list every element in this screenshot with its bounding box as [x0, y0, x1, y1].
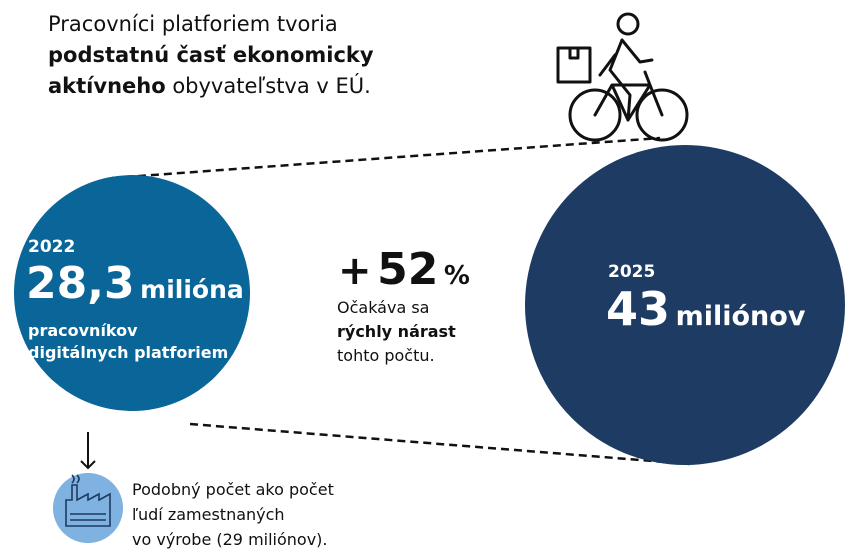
bike-icon [556, 12, 689, 142]
growth-number: 52 [377, 244, 439, 295]
factory-icon [65, 474, 111, 527]
growth-line: tohto počtu. [337, 346, 435, 365]
plus: + [338, 248, 372, 294]
unit: miliónov [675, 301, 806, 332]
note-line: Podobný počet ako počet [132, 480, 334, 499]
unit: milióna [140, 275, 244, 304]
year-2022: 2022 [28, 237, 76, 257]
arrow-head [80, 460, 96, 470]
headline-line: aktívneho obyvateľstva v EÚ. [48, 71, 374, 102]
headline-text: obyvateľstva v EÚ. [172, 74, 371, 98]
circle-2022 [14, 175, 250, 411]
percent: % [443, 261, 470, 291]
growth-text: Očakáva sa rýchly nárast tohto počtu. [337, 296, 456, 368]
value-2025: 43 miliónov [606, 282, 805, 336]
headline-line: podstatnú časť ekonomicky [48, 40, 374, 71]
growth: + 52 % [338, 244, 470, 295]
note: Podobný počet ako počet ľudí zamestnanýc… [132, 477, 334, 552]
caption-2022: pracovníkov digitálnych platforiem [28, 320, 228, 364]
number: 43 [606, 282, 671, 336]
dashed-line [111, 136, 661, 180]
number: 28,3 [26, 258, 135, 309]
headline-bold: aktívneho [48, 74, 166, 98]
value-2022: 28,3 milióna [26, 258, 244, 309]
headline-line: Pracovníci platforiem tvoria [48, 12, 338, 36]
growth-bold: rýchly nárast [337, 322, 456, 341]
note-line: vo výrobe (29 miliónov). [132, 530, 328, 549]
dashed-line [189, 422, 691, 466]
factory-icon-bg [53, 473, 123, 543]
growth-line: Očakáva sa [337, 298, 430, 317]
circle-2025 [525, 145, 845, 465]
note-line: ľudí zamestnaných [132, 505, 285, 524]
caption-line: pracovníkov [28, 321, 138, 340]
year-2025: 2025 [608, 262, 656, 282]
headline-bold: podstatnú časť ekonomicky [48, 43, 374, 67]
headline: Pracovníci platforiem tvoria podstatnú č… [48, 9, 374, 102]
caption-line: digitálnych platforiem [28, 343, 229, 362]
